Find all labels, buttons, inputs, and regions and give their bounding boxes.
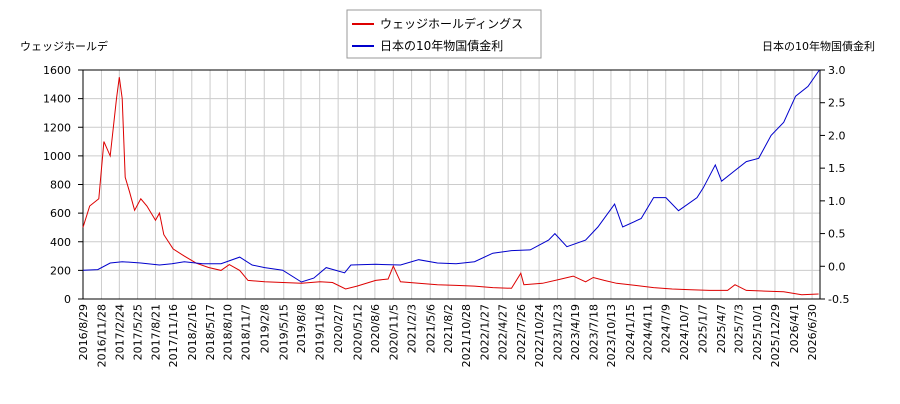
x-tick-label: 2025/7/3 (733, 304, 746, 353)
y-axis-label: ウェッジホールデ (20, 39, 108, 53)
x-tick-label: 2016/11/28 (95, 304, 108, 367)
x-tick-label: 2024/7/9 (660, 304, 673, 353)
x-tick-label: 2020/5/12 (351, 304, 364, 360)
y2-tick-label: 3.0 (828, 64, 846, 77)
x-tick-label: 2018/2/16 (186, 304, 199, 360)
y-tick-label: 200 (50, 264, 71, 277)
y-tick-label: 800 (50, 179, 71, 192)
plot-frame (82, 69, 821, 300)
x-tick-label: 2021/10/28 (460, 304, 473, 367)
x-tick-label: 2016/8/29 (77, 304, 90, 360)
y2-axis-label: 日本の10年物国債金利 (762, 39, 875, 53)
x-tick-label: 2022/7/26 (515, 304, 528, 360)
x-tick-label: 2018/5/17 (204, 304, 217, 360)
x-tick-label: 2024/1/15 (624, 304, 637, 360)
y2-tick-label: 1.5 (828, 162, 846, 175)
legend-label: 日本の10年物国債金利 (380, 38, 503, 53)
x-tick-label: 2025/1/7 (697, 304, 710, 353)
x-tick-label: 2023/4/19 (569, 304, 582, 360)
x-tick-label: 2022/10/24 (533, 304, 546, 367)
x-tick-label: 2025/10/1 (751, 304, 764, 360)
legend-box (346, 9, 542, 59)
x-tick-label: 2024/10/7 (678, 304, 691, 360)
y2-tick-label: 2.5 (828, 97, 846, 110)
x-tick-label: 2017/2/24 (113, 304, 126, 360)
y-tick-label: 1600 (43, 64, 71, 77)
x-tick-label: 2017/8/21 (149, 304, 162, 360)
x-tick-label: 2023/7/18 (587, 304, 600, 360)
x-tick-label: 2024/4/11 (642, 304, 655, 360)
x-tick-label: 2018/8/10 (221, 304, 234, 360)
x-tick-label: 2023/10/13 (605, 304, 618, 367)
y-tick-label: 600 (50, 207, 71, 220)
x-tick-label: 2022/4/27 (497, 304, 510, 360)
x-tick-label: 2025/4/7 (715, 304, 728, 353)
x-tick-label: 2021/5/6 (424, 304, 437, 353)
x-tick-label: 2019/2/8 (258, 304, 271, 353)
x-tick-label: 2019/8/8 (295, 304, 308, 353)
x-tick-label: 2026/6/30 (806, 304, 819, 360)
x-tick-label: 2019/11/8 (314, 304, 327, 360)
data-line (82, 69, 820, 283)
y-tick-label: 1200 (43, 121, 71, 134)
y2-tick-label: -0.5 (828, 293, 849, 306)
x-tick-label: 2020/11/5 (387, 304, 400, 360)
x-tick-label: 2021/8/2 (442, 304, 455, 353)
y2-tick-label: 0.0 (828, 260, 846, 273)
x-tick-label: 2021/2/3 (406, 304, 419, 353)
y-tick-label: 1000 (43, 150, 71, 163)
x-tick-label: 2022/1/27 (478, 304, 491, 360)
data-line (82, 77, 819, 296)
x-tick-label: 2023/1/23 (552, 304, 565, 360)
y-tick-label: 400 (50, 236, 71, 249)
x-tick-label: 2018/11/7 (239, 304, 252, 360)
x-tick-label: 2025/12/29 (769, 304, 782, 367)
x-tick-label: 2020/8/6 (369, 304, 382, 353)
y2-tick-label: 1.0 (828, 195, 846, 208)
legend-label: ウェッジホールディングス (380, 16, 523, 31)
x-tick-label: 2017/11/16 (167, 304, 180, 367)
y2-tick-label: 0.5 (828, 228, 846, 241)
y-tick-label: 0 (64, 293, 71, 306)
y-tick-label: 1400 (43, 93, 71, 106)
x-tick-label: 2020/2/7 (332, 304, 345, 353)
x-tick-label: 2026/4/1 (788, 304, 801, 353)
y2-tick-label: 2.0 (828, 129, 846, 142)
x-tick-label: 2019/5/15 (278, 304, 291, 360)
x-tick-label: 2017/5/25 (132, 304, 145, 360)
